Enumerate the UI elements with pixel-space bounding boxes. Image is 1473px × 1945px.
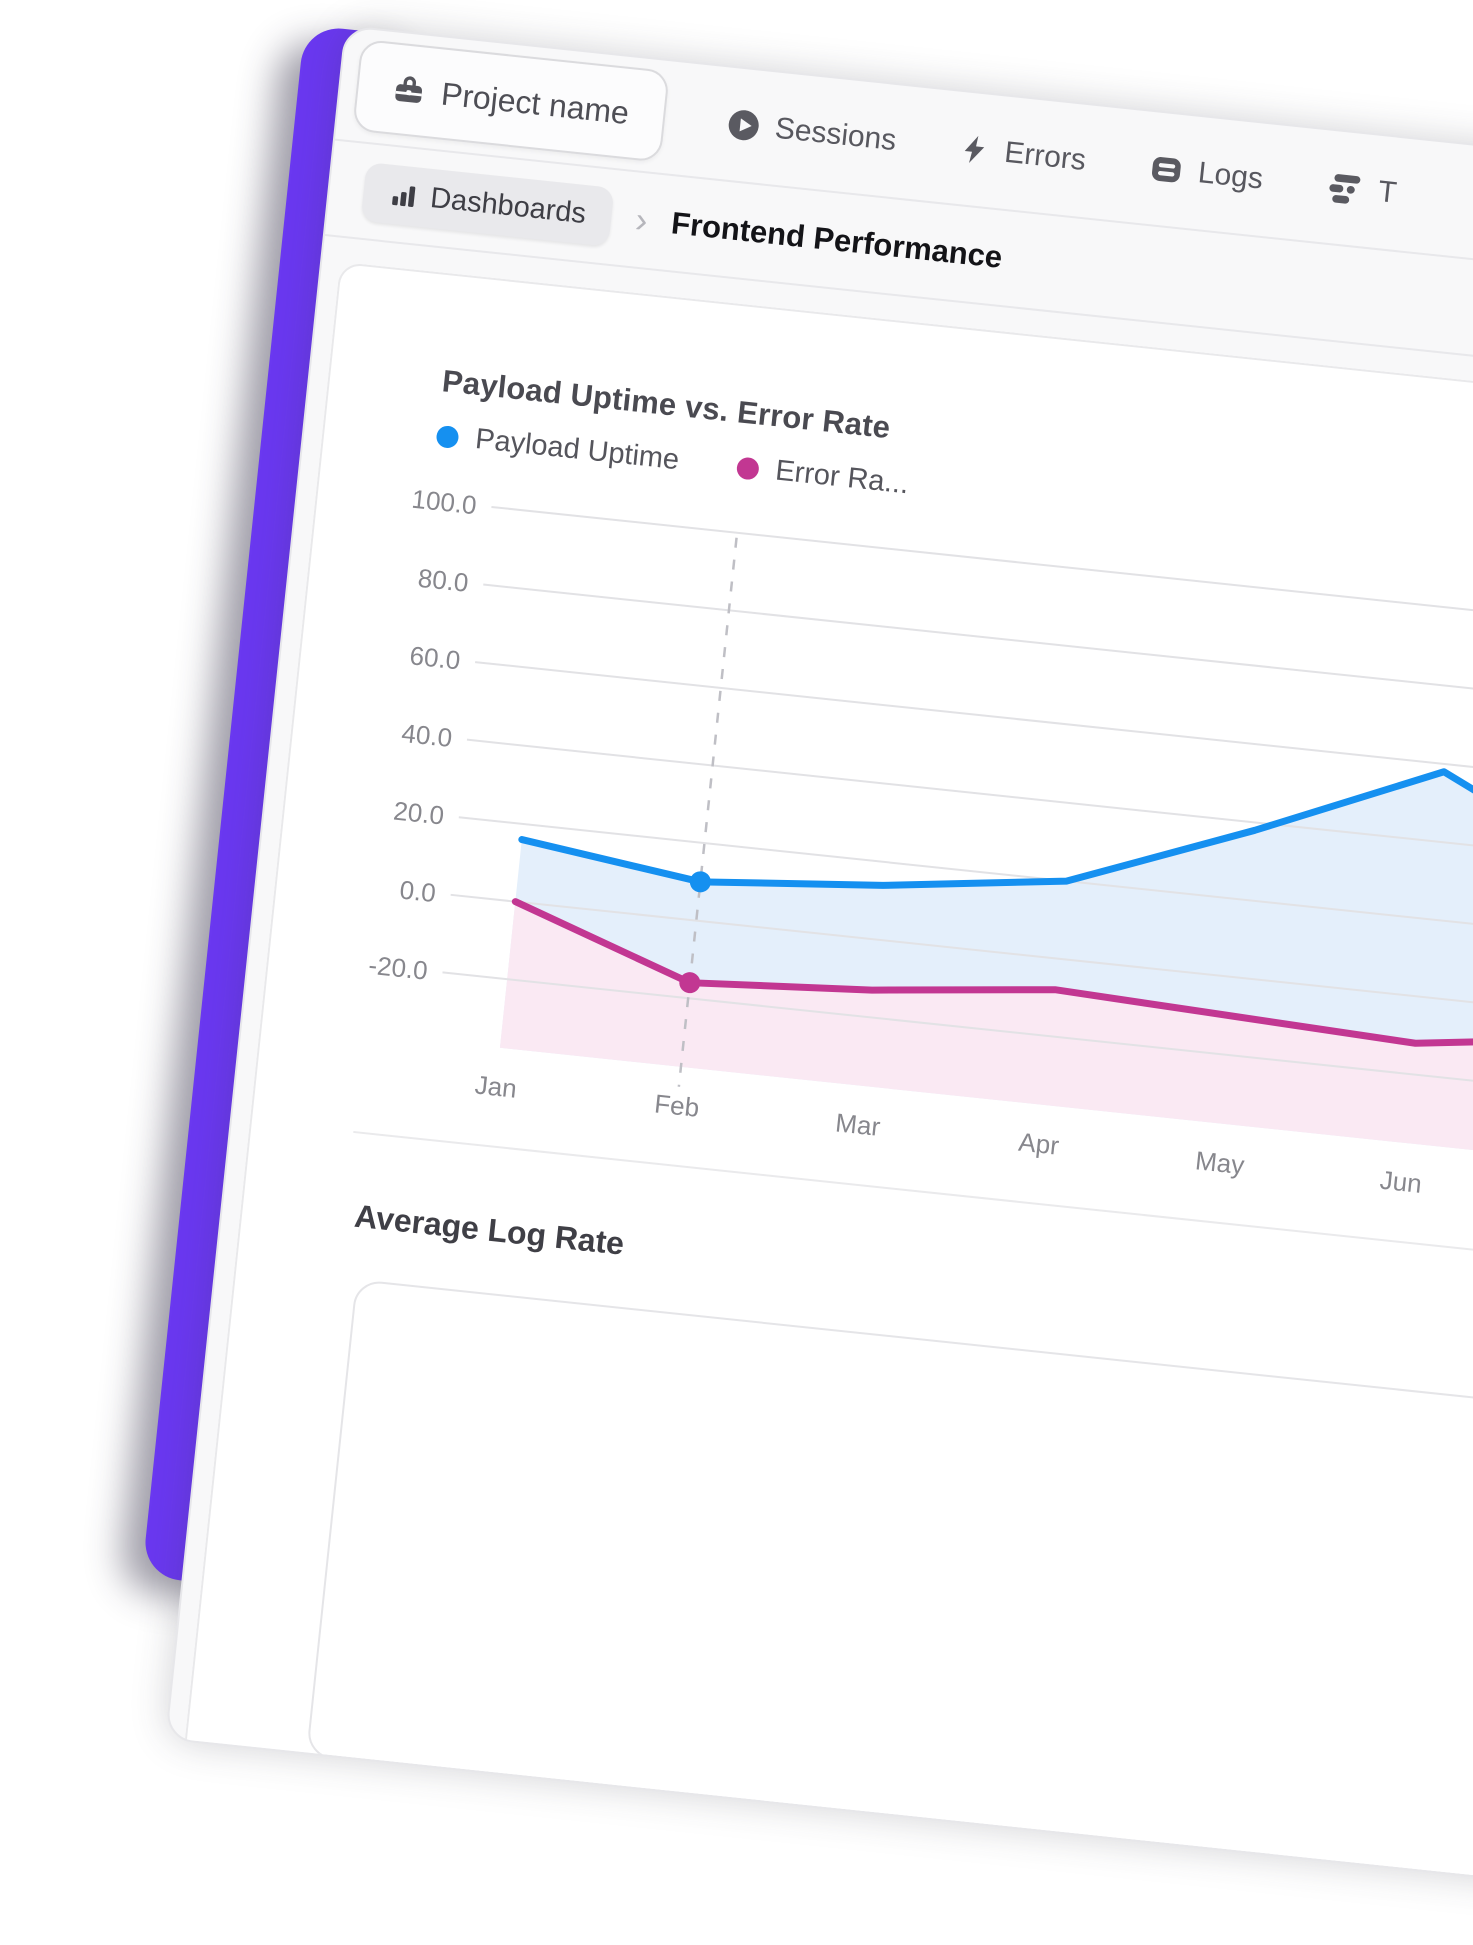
briefcase-icon — [391, 72, 427, 108]
svg-text:Feb: Feb — [653, 1088, 701, 1123]
svg-text:Jun: Jun — [1378, 1165, 1423, 1199]
nav-item-traces[interactable]: T — [1325, 168, 1399, 212]
svg-text:80.0: 80.0 — [416, 563, 469, 598]
nav-item-label: Sessions — [773, 111, 898, 158]
svg-text:0.0: 0.0 — [398, 875, 437, 909]
top-navigation: Project name Sessions — [335, 27, 1473, 307]
breadcrumb: Dashboards › Frontend Performance — [325, 141, 1473, 403]
nav-item-label: T — [1376, 175, 1399, 210]
svg-text:40.0: 40.0 — [400, 718, 453, 753]
legend-item-payload-uptime[interactable]: Payload Uptime — [435, 419, 681, 477]
uptime-error-chart: Jan Feb Mar Apr May Jun 100.0 80.0 60.0 40.0 20.0… — [367, 484, 1473, 1199]
svg-text:100.0: 100.0 — [410, 484, 478, 521]
nav-item-logs[interactable]: Logs — [1148, 151, 1265, 197]
svg-text:60.0: 60.0 — [408, 640, 461, 675]
breadcrumb-current: Frontend Performance — [669, 205, 1004, 275]
app-window: Project name Sessions — [141, 24, 1473, 1945]
content-area: Payload Uptime vs. Error Rate Payload Up… — [167, 236, 1473, 1909]
app-card: Project name Sessions — [164, 25, 1473, 1909]
nav-item-label: Errors — [1002, 135, 1088, 178]
legend-dot-1 — [735, 455, 760, 481]
average-log-rate-panel — [305, 1279, 1473, 1909]
dashboard-panel: Payload Uptime vs. Error Rate Payload Up… — [184, 261, 1473, 1909]
lightning-icon — [958, 132, 991, 167]
breadcrumb-separator-icon: › — [633, 198, 650, 241]
svg-text:Apr: Apr — [1017, 1127, 1061, 1161]
nav-item-sessions[interactable]: Sessions — [725, 106, 898, 158]
nav-items: Sessions Errors — [724, 105, 1398, 212]
highlight-dots — [679, 871, 711, 994]
play-circle-icon — [725, 106, 762, 143]
nav-item-errors[interactable]: Errors — [958, 131, 1088, 178]
x-axis-labels: Jan Feb Mar Apr May Jun — [473, 1069, 1423, 1198]
svg-text:-20.0: -20.0 — [367, 950, 429, 986]
svg-text:May: May — [1194, 1145, 1246, 1180]
traces-icon — [1325, 168, 1366, 209]
dashboards-pill-button[interactable]: Dashboards — [360, 161, 615, 247]
chart-areas — [499, 771, 1473, 1162]
dashboards-label: Dashboards — [428, 181, 588, 230]
project-name-button[interactable]: Project name — [352, 38, 670, 163]
nav-item-label: Logs — [1196, 156, 1265, 196]
project-name-label: Project name — [439, 75, 631, 131]
legend-label: Error Ra... — [773, 454, 911, 501]
legend-label: Payload Uptime — [473, 422, 681, 477]
chart-gridlines — [442, 505, 1473, 1109]
svg-text:Jan: Jan — [473, 1069, 518, 1103]
legend-dot-0 — [435, 424, 460, 449]
logs-icon — [1148, 151, 1185, 188]
svg-text:20.0: 20.0 — [392, 795, 445, 830]
y-axis-labels: 100.0 80.0 60.0 40.0 20.0 0.0 -20.0 — [367, 484, 478, 986]
bar-chart-icon — [388, 180, 418, 210]
legend-item-error-rate[interactable]: Error Ra... — [735, 450, 910, 501]
svg-text:Mar: Mar — [834, 1107, 882, 1142]
highlight-marker-line — [677, 537, 738, 1087]
